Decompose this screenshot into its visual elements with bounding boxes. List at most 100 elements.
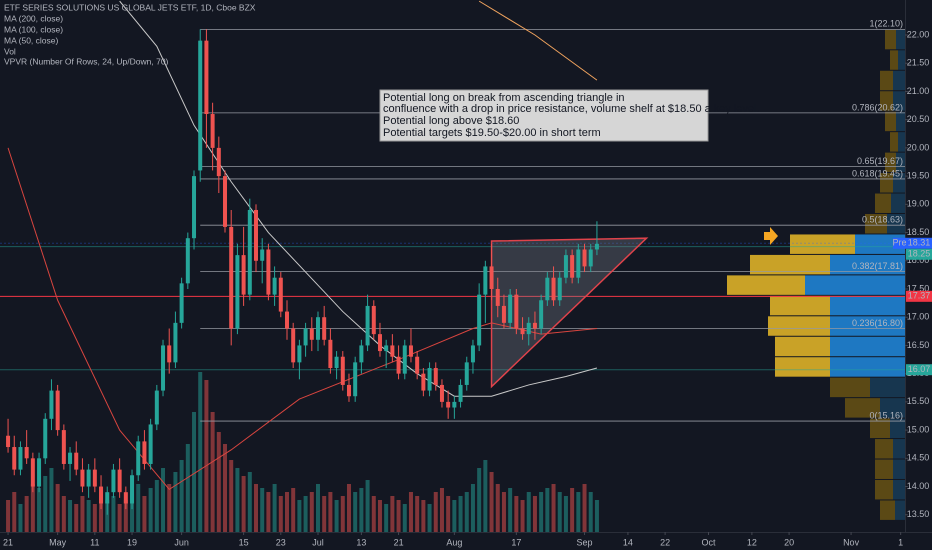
candle-body (260, 249, 265, 261)
volume-bar (433, 492, 438, 532)
profile-down (885, 111, 896, 132)
candle-body (340, 356, 345, 385)
profile-up (898, 50, 905, 70)
candle-body (539, 300, 544, 329)
candle-body (495, 288, 500, 306)
volume-bar (30, 484, 35, 532)
candle-body (446, 401, 451, 408)
volume-bar (154, 480, 159, 532)
profile-down (727, 275, 805, 295)
profile-up (896, 29, 905, 50)
price-tag-name-box (893, 237, 906, 249)
candle-body (570, 255, 575, 278)
volume-bar (526, 492, 531, 532)
volume-bar (123, 500, 128, 532)
volume-bar (353, 492, 358, 532)
volume-bar (508, 488, 513, 532)
x-tick-label: Jun (174, 537, 189, 547)
volume-bar (551, 484, 556, 532)
candle-body (520, 328, 525, 335)
candle-body (192, 176, 197, 239)
x-tick-label: May (49, 537, 67, 547)
x-tick-label: 19 (127, 537, 137, 547)
candle-body (576, 249, 581, 278)
candle-body (439, 384, 444, 402)
plot-area: 1(22.10) 0.786(20.62) 0.65(19.67) 0.618(19.… (0, 0, 905, 532)
profile-up (887, 213, 905, 234)
candle-body (284, 311, 289, 329)
volume-bar (588, 492, 593, 532)
candle-body (247, 209, 252, 295)
volume-bar (167, 484, 172, 532)
volume-bar (458, 496, 463, 532)
candle-body (86, 469, 91, 487)
volume-bar (396, 500, 401, 532)
volume-bar (470, 484, 475, 532)
volume-bar (464, 492, 469, 532)
volume-bar (111, 496, 116, 532)
candle-body (61, 430, 66, 464)
candle-body (254, 209, 259, 261)
x-tick-label: 17 (511, 537, 521, 547)
volume-bar (439, 488, 444, 532)
candle-body (563, 255, 568, 278)
profile-down (865, 213, 887, 234)
price-tag (906, 248, 932, 260)
candle-body (291, 328, 296, 363)
y-tick-label: 16.50 (907, 340, 930, 350)
fib-label: 0(15.16) (869, 410, 903, 420)
volume-bar (328, 492, 333, 532)
volume-bar (520, 500, 525, 532)
volume-bar (216, 432, 221, 532)
volume-bar (49, 468, 54, 532)
legend: ETF SERIES SOLUTIONS US GLOBAL JETS ETF,… (4, 2, 256, 66)
candle-body (545, 277, 550, 301)
candle-body (594, 243, 599, 250)
volume-bar (198, 372, 203, 532)
y-tick-label: 15.00 (907, 424, 930, 434)
candle-body (204, 40, 209, 115)
price-tag-label: 16.07 (908, 364, 931, 374)
volume-bar (284, 492, 289, 532)
profile-up (830, 254, 905, 275)
price-tag-label: 18.31 (908, 238, 931, 248)
volume-bar (446, 496, 451, 532)
volume-bar (241, 476, 246, 532)
candle-body (49, 390, 54, 419)
moving-average (7, 147, 597, 491)
volume-bar (365, 480, 370, 532)
candle-body (551, 277, 556, 301)
profile-up (898, 132, 905, 152)
profile-up (893, 479, 905, 500)
candle-body (297, 345, 302, 363)
y-tick-label: 19.50 (907, 170, 930, 180)
profile-down (775, 357, 830, 377)
profile-up (880, 398, 905, 418)
candle-body (588, 249, 593, 267)
profile-down (770, 295, 830, 316)
legend-entry: MA (50, close) (4, 35, 58, 45)
x-tick-label: Jul (312, 537, 324, 547)
candle-body (223, 176, 228, 227)
candle-body (24, 447, 29, 459)
profile-up (870, 377, 905, 398)
volume-bar (68, 500, 73, 532)
candle-body (334, 356, 339, 369)
volume-bar (223, 444, 228, 532)
profile-up (893, 439, 905, 459)
profile-up (830, 295, 905, 316)
profile-down (870, 418, 890, 439)
volume-bar (408, 492, 413, 532)
volume-bar (148, 488, 153, 532)
volume-bar (173, 472, 178, 532)
profile-up (891, 193, 905, 213)
volume-bar (545, 488, 550, 532)
volume-bar (6, 500, 11, 532)
candle-body (315, 317, 320, 340)
volume-bar (303, 496, 308, 532)
annotation-line: confluence with a drop in price resistan… (383, 103, 760, 115)
candle-body (514, 294, 519, 329)
y-tick-label: 17.00 (907, 312, 930, 322)
price-tag (906, 290, 932, 302)
volume-bar (390, 496, 395, 532)
